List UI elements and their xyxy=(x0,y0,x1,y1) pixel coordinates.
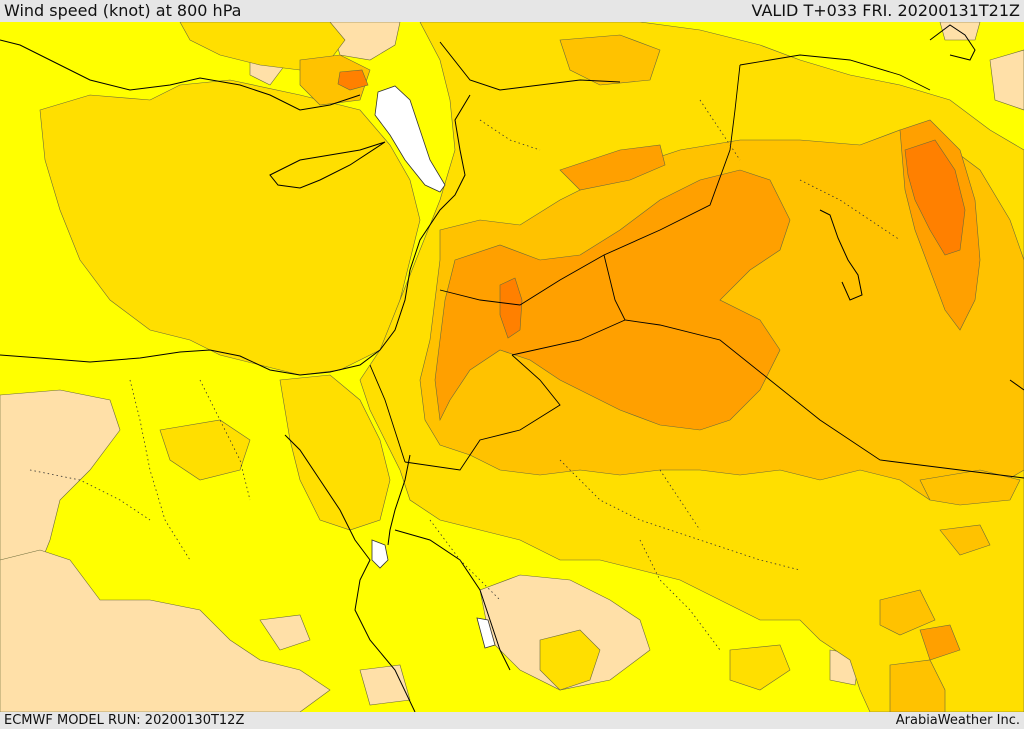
map-canvas xyxy=(0,22,1024,712)
country-borders xyxy=(369,54,1024,479)
water-voids xyxy=(371,85,496,649)
valid-time: VALID T+033 FRI. 20200131T21Z xyxy=(751,1,1020,20)
model-run: ECMWF MODEL RUN: 20200130T12Z xyxy=(4,713,245,728)
map-footer: ECMWF MODEL RUN: 20200130T12Z ArabiaWeat… xyxy=(0,712,1024,729)
map-header: Wind speed (knot) at 800 hPa VALID T+033… xyxy=(0,0,1024,22)
internal-boundaries xyxy=(29,99,901,651)
credit: ArabiaWeather Inc. xyxy=(895,713,1020,728)
wind-speed-map[interactable] xyxy=(0,22,1024,712)
coastlines xyxy=(0,24,1024,712)
map-title: Wind speed (knot) at 800 hPa xyxy=(4,1,242,20)
wind-level-5 xyxy=(337,69,966,339)
